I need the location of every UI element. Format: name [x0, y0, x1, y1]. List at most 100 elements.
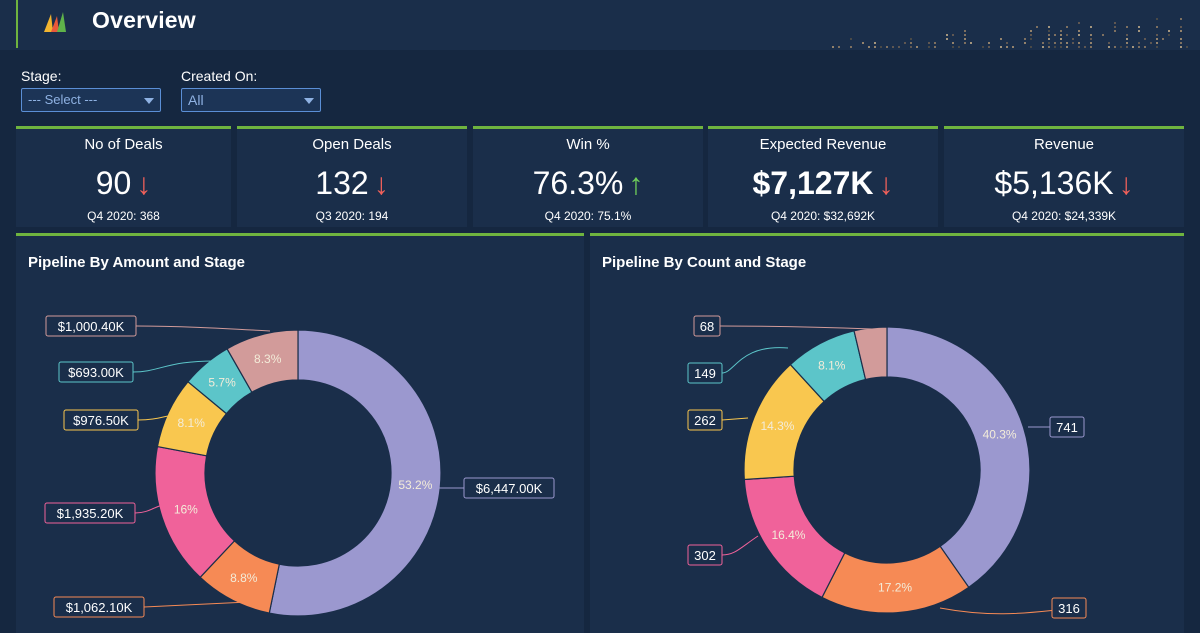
decoration-dot: [862, 42, 864, 44]
chevron-down-icon: [144, 98, 154, 104]
decoration-dot: [850, 38, 852, 40]
decoration-dot: [1126, 26, 1128, 28]
decoration-dot: [1186, 46, 1188, 48]
decoration-dot: [892, 46, 894, 48]
callout-value-label: 302: [694, 548, 716, 563]
decoration-dot: [838, 46, 840, 48]
decoration-dot: [1114, 22, 1116, 24]
decoration-dot: [982, 46, 984, 48]
decoration-dot: [868, 46, 870, 48]
decoration-dot: [1180, 38, 1182, 40]
decoration-dot: [898, 46, 900, 48]
decoration-dot: [1078, 42, 1080, 44]
decoration-dot: [1090, 38, 1092, 40]
leader-line: [721, 417, 749, 421]
decoration-dot: [1048, 38, 1050, 40]
callout-box: [63, 409, 139, 431]
kpi-title: No of Deals: [84, 136, 163, 153]
decoration-dot: [1126, 38, 1128, 40]
decoration-dot: [1006, 42, 1008, 44]
decoration-dot: [1060, 34, 1062, 36]
decoration-dot: [1150, 42, 1152, 44]
callout-value-label: 68: [700, 319, 714, 334]
chart-panel-amount: Pipeline By Amount and Stage 53.2% 8.8% 16…: [16, 233, 584, 633]
chart-panel-count: Pipeline By Count and Stage 40.3% 17.2% 16…: [590, 233, 1184, 633]
kpi-title: Open Deals: [312, 136, 392, 153]
decoration-dot: [1180, 30, 1182, 32]
decoration-dot: [1132, 46, 1134, 48]
decoration-dot: [964, 34, 966, 36]
callout-value-label: $1,000.40K: [58, 319, 125, 334]
arrow-up-icon: ↑: [628, 168, 644, 201]
decoration-dot: [1048, 26, 1050, 28]
decoration-dot: [1054, 42, 1056, 44]
decoration-dot: [1102, 34, 1104, 36]
kpi-card-open-deals: Open Deals 132 ↓ Q3 2020: 194: [237, 126, 467, 227]
decoration-dot: [1060, 42, 1062, 44]
decoration-dot: [1162, 38, 1164, 40]
pie-slice[interactable]: [886, 326, 1031, 589]
decoration-dot: [1126, 46, 1128, 48]
decoration-dot: [970, 42, 972, 44]
decoration-dot: [850, 46, 852, 48]
pie-slice[interactable]: [226, 329, 299, 394]
callout-value-label: $1,935.20K: [57, 506, 124, 521]
pie-slice[interactable]: [268, 329, 442, 617]
decoration-dot: [1138, 30, 1140, 32]
decoration-dot: [1066, 46, 1068, 48]
decoration-dot: [1126, 34, 1128, 36]
app-logo-icon: [44, 12, 66, 32]
decoration-dot: [1048, 34, 1050, 36]
decoration-dot: [1024, 38, 1026, 40]
callout-box: [58, 361, 134, 383]
decoration-dot: [988, 42, 990, 44]
decoration-dot: [1180, 26, 1182, 28]
decoration-dot: [1126, 42, 1128, 44]
decoration-dot: [1156, 34, 1158, 36]
decoration-dot: [1000, 38, 1002, 40]
kpi-title: Win %: [566, 136, 610, 153]
decoration-dot: [1156, 38, 1158, 40]
kpi-value: 90: [95, 165, 132, 201]
stage-select[interactable]: --- Select ---: [21, 88, 161, 112]
slice-percent-label: 8.1%: [818, 359, 846, 373]
created-on-select[interactable]: All: [181, 88, 321, 112]
callout-value-label: $976.50K: [73, 413, 129, 428]
leader-line: [134, 503, 172, 514]
decoration-dot: [1048, 42, 1050, 44]
callout-value-label: $693.00K: [68, 365, 124, 380]
decoration-dot: [1072, 38, 1074, 40]
decoration-dot: [1078, 22, 1080, 24]
arrow-down-icon: ↓: [878, 168, 894, 201]
decoration-dot: [1180, 42, 1182, 44]
created-on-select-value: All: [188, 92, 204, 108]
decoration-dot: [1024, 42, 1026, 44]
stage-select-value: --- Select ---: [28, 92, 98, 107]
kpi-comparison: Q3 2020: 194: [315, 209, 389, 223]
decoration-dot: [1012, 46, 1014, 48]
callout-box: [1049, 416, 1085, 438]
kpi-comparison: Q4 2020: $24,339K: [1011, 209, 1117, 223]
decoration-dot: [1066, 42, 1068, 44]
decoration-dot: [910, 38, 912, 40]
pie-slice[interactable]: [821, 545, 970, 614]
decoration-dot: [1144, 38, 1146, 40]
callout-box: [1051, 597, 1087, 619]
decoration-dot: [958, 46, 960, 48]
created-on-filter-label: Created On:: [181, 68, 258, 84]
decoration-dot: [1030, 34, 1032, 36]
decoration-dot: [1138, 42, 1140, 44]
callout-box: [687, 544, 723, 566]
kpi-value: $5,136K: [994, 165, 1114, 201]
chart-title: Pipeline By Amount and Stage: [28, 254, 245, 271]
decoration-dot: [1066, 26, 1068, 28]
decoration-dot: [1060, 46, 1062, 48]
kpi-card-no-of-deals: No of Deals 90 ↓ Q4 2020: 368: [16, 126, 231, 227]
header-bar: Overview: [0, 0, 1200, 50]
leader-line: [721, 347, 789, 374]
decoration-dot: [1138, 26, 1140, 28]
kpi-card-revenue: Revenue $5,136K ↓ Q4 2020: $24,339K: [944, 126, 1184, 227]
decoration-dot: [1066, 34, 1068, 36]
decoration-dot: [1042, 46, 1044, 48]
decoration-dot: [1090, 34, 1092, 36]
